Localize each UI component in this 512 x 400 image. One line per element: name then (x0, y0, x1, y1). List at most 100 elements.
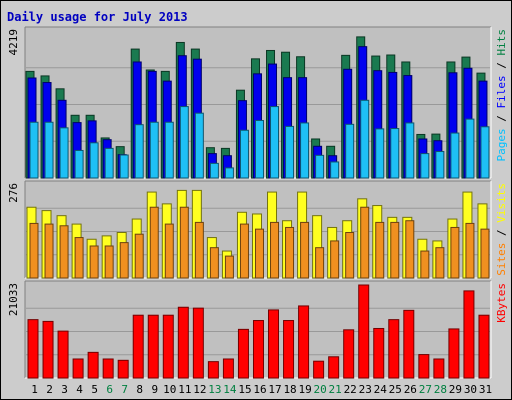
visits-sites-bar-day-27 (420, 250, 430, 279)
kbytes-kbytes-bar-day-12 (192, 307, 204, 379)
kbytes-kbytes-bar-day-23 (358, 284, 370, 379)
kbytes-kbytes-bar-day-13 (207, 361, 219, 379)
visits-sites-bar-day-10 (164, 223, 174, 279)
visits-sites-bar-day-31 (480, 228, 490, 279)
hits-pages-bar-day-9 (149, 121, 159, 179)
kbytes-kbytes-bar-day-14 (222, 358, 234, 379)
visits-sites-bar-day-4 (74, 237, 84, 279)
kbytes-kbytes-bar-day-21 (328, 356, 340, 379)
hits-pages-bar-day-16 (254, 120, 264, 179)
x-tick-label: 6 (106, 383, 113, 396)
visits-sites-bar-day-22 (345, 232, 355, 279)
kbytes-kbytes-bar-day-27 (418, 354, 430, 379)
visits-sites-bar-day-28 (435, 247, 445, 279)
visits-sites-bar-day-17 (270, 221, 280, 279)
x-tick-label: 8 (136, 383, 143, 396)
visits-sites-bar-day-14 (224, 255, 234, 279)
x-tick-label: 2 (46, 383, 53, 396)
x-tick-label: 9 (151, 383, 158, 396)
hits-pages-bar-day-31 (480, 126, 490, 179)
x-tick-label: 30 (464, 383, 477, 396)
x-tick-label: 17 (268, 383, 281, 396)
hits-pages-bar-day-13 (209, 162, 219, 179)
hits-ymax-label: 4219 (7, 29, 20, 56)
hits-pages-bar-day-21 (330, 161, 340, 179)
visits-sites-bar-day-9 (149, 206, 159, 279)
kbytes-kbytes-bar-day-10 (162, 314, 174, 379)
visits-sites-bar-day-30 (465, 222, 475, 279)
hits-pages-bar-day-4 (74, 149, 84, 179)
hits-pages-bar-day-19 (300, 122, 310, 179)
hits-pages-bar-day-22 (345, 123, 355, 179)
visits-sites-bar-day-29 (450, 226, 460, 279)
kbytes-kbytes-bar-day-22 (343, 329, 355, 379)
legend-entry: Pages (495, 128, 508, 161)
hits-pages-bar-day-28 (435, 151, 445, 179)
kbytes-kbytes-bar-day-30 (463, 290, 475, 379)
x-tick-label: 26 (404, 383, 417, 396)
visits-sites-bar-day-11 (179, 206, 189, 279)
kbytes-kbytes-bar-day-17 (268, 309, 280, 379)
visits-sites-bar-day-21 (330, 240, 340, 279)
chart-title: Daily usage for July 2013 (7, 10, 188, 24)
legend-entry: Hits (495, 29, 508, 56)
kbytes-kbytes-bar-day-1 (27, 319, 39, 379)
visits-sites-bar-day-5 (89, 245, 99, 279)
hits-pages-bar-day-7 (119, 154, 129, 179)
hits-pages-bar-day-6 (104, 147, 114, 179)
kbytes-kbytes-bar-day-26 (403, 309, 415, 379)
x-tick-label: 11 (178, 383, 191, 396)
kbytes-kbytes-bar-day-31 (478, 314, 490, 379)
visits-sites-bar-day-1 (29, 222, 39, 279)
hits-pages-bar-day-14 (224, 167, 234, 179)
x-tick-label: 12 (193, 383, 206, 396)
x-tick-label: 7 (121, 383, 128, 396)
kbytes-kbytes-bar-day-16 (252, 320, 264, 379)
visits-sites-bar-day-8 (134, 233, 144, 279)
kbytes-kbytes-bar-day-25 (388, 319, 400, 379)
visits-sites-bar-day-24 (375, 221, 385, 279)
kbytes-series-kbytes (27, 284, 490, 379)
hits-pages-bar-day-20 (315, 154, 325, 179)
legend-entry: / (495, 223, 508, 243)
visits-panel: 276 Sites / Visits (7, 180, 508, 279)
x-tick-label: 28 (434, 383, 447, 396)
x-tick-label: 15 (238, 383, 251, 396)
visits-sites-bar-day-19 (300, 221, 310, 279)
hits-series-pages (29, 99, 490, 179)
hits-pages-bar-day-18 (285, 125, 295, 179)
x-tick-label: 13 (208, 383, 221, 396)
hits-pages-bar-day-29 (450, 132, 460, 179)
kbytes-kbytes-bar-day-5 (87, 351, 99, 379)
hits-pages-bar-day-30 (465, 118, 475, 179)
kbytes-kbytes-bar-day-18 (283, 320, 295, 379)
hits-pages-bar-day-27 (420, 153, 430, 179)
x-tick-label: 23 (359, 383, 372, 396)
hits-pages-bar-day-17 (270, 106, 280, 179)
x-tick-label: 20 (314, 383, 327, 396)
x-tick-label: 3 (61, 383, 68, 396)
visits-sites-bar-day-12 (194, 221, 204, 279)
x-tick-label: 19 (298, 383, 311, 396)
hits-pages-bar-day-23 (360, 99, 370, 179)
x-tick-label: 5 (91, 383, 98, 396)
visits-sites-bar-day-16 (254, 228, 264, 279)
kbytes-kbytes-bar-day-8 (132, 314, 144, 379)
x-tick-label: 1 (31, 383, 38, 396)
x-tick-label: 4 (76, 383, 83, 396)
hits-legend: Pages / Files / Hits (495, 29, 508, 162)
hits-pages-bar-day-2 (44, 121, 54, 179)
visits-sites-bar-day-2 (44, 223, 54, 279)
legend-entry: Visits (495, 183, 508, 223)
legend-entry: / (495, 109, 508, 129)
kbytes-kbytes-bar-day-20 (313, 360, 325, 379)
legend-entry: KBytes (495, 283, 508, 323)
kbytes-kbytes-bar-day-15 (237, 328, 249, 379)
x-tick-label: 31 (479, 383, 492, 396)
hits-pages-bar-day-24 (375, 128, 385, 179)
x-tick-label: 14 (223, 383, 237, 396)
x-tick-label: 25 (389, 383, 402, 396)
visits-ymax-label: 276 (7, 183, 20, 203)
